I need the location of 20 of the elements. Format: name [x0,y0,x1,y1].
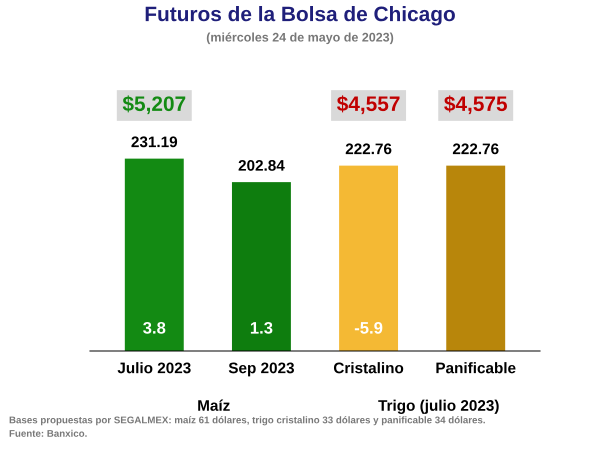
text: Trigo (julio 2023) [378,400,499,414]
x-tick-label: Cristalino [334,362,404,374]
data-label: 231.19 [131,136,178,148]
source-note: Fuente: Banxico. [10,430,87,437]
x-tick-label: Sep 2023 [228,362,294,376]
x-tick-label: Panificable [436,362,516,374]
annotation: 1.3 [250,322,272,334]
chart-title: Futuros de la Bolsa de Chicago [146,6,455,26]
text: $4,557 [336,95,400,114]
chart-subtitle: (miércoles 24 de mayo de 2023) [206,32,394,44]
text: $4,575 [444,95,507,114]
data-label: 222.76 [452,143,499,154]
data-label: 222.76 [346,143,392,154]
data-label: 202.84 [238,160,285,171]
text: Maíz [198,400,230,411]
annotation: -5.9 [354,322,382,334]
annotation: 3.8 [143,322,166,334]
text: Bases propuestas por SEGALMEX: maíz 61 dólares, trigo cristalino 33 dólares y panificable 34 dólares. [10,416,485,426]
x-tick-label: Julio 2023 [118,362,191,374]
text: $5,207 [122,95,186,114]
